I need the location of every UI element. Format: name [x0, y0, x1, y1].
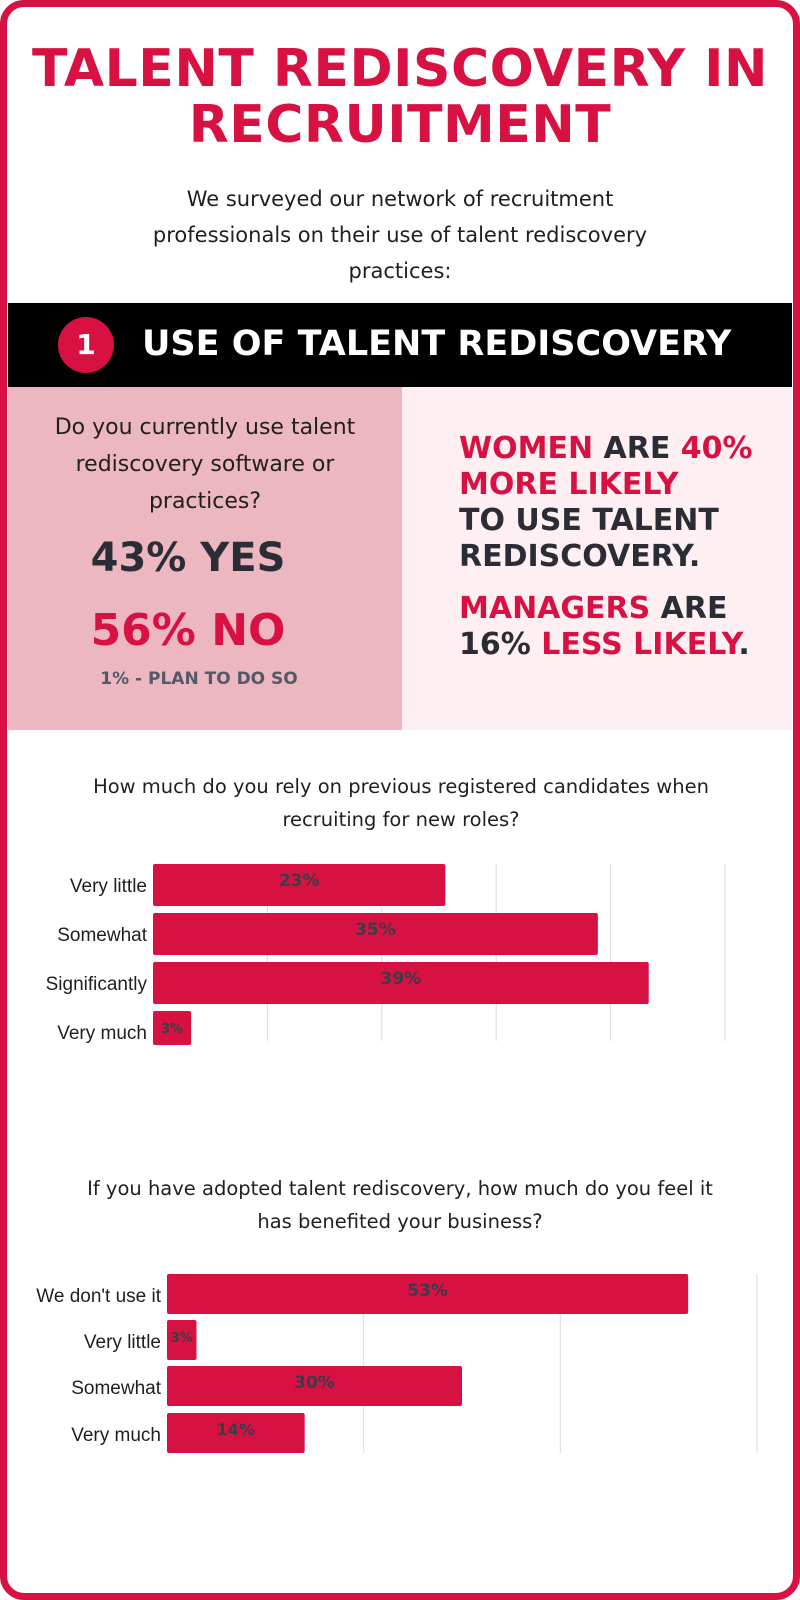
- chart-2-bar: [167, 1274, 689, 1314]
- title-line-2: RECRUITMENT: [188, 95, 612, 155]
- less-likely: LESS LIKELY: [541, 627, 739, 662]
- women-word: WOMEN: [459, 431, 594, 466]
- chart-2-category-label: We don't use it: [36, 1286, 161, 1307]
- chart-1-category-label: Significantly: [46, 974, 148, 995]
- usage-question: Do you currently use talent rediscovery …: [54, 415, 356, 514]
- are-word-2: ARE: [650, 591, 728, 626]
- usage-panel: Do you currently use talent rediscovery …: [8, 387, 402, 730]
- chart-2-value-label: 30%: [294, 1373, 335, 1393]
- chart-1-question: How much do you rely on previous registe…: [93, 775, 709, 831]
- chart-2-bar: [167, 1366, 462, 1406]
- are-word-1: ARE: [593, 431, 681, 466]
- chart-2-value-label: 53%: [407, 1281, 448, 1301]
- demographics-panel: WOMEN ARE 40% MORE LIKELY TO USE TALENT …: [402, 387, 792, 730]
- use-talent-rediscovery: TO USE TALENT REDISCOVERY.: [459, 503, 719, 574]
- chart-2-value-label: 3%: [171, 1331, 193, 1346]
- section-header: 1 USE OF TALENT REDISCOVERY: [8, 303, 792, 387]
- chart-2-category-label: Somewhat: [71, 1378, 161, 1399]
- managers-stat: MANAGERS ARE 16% LESS LIKELY.: [459, 591, 779, 663]
- chart-1-value-label: 35%: [355, 920, 396, 940]
- period: .: [738, 627, 750, 662]
- more-likely: MORE LIKELY: [459, 467, 679, 502]
- chart-1-value-label: 39%: [381, 969, 422, 989]
- chart-1-value-label: 3%: [161, 1022, 183, 1037]
- managers-word: MANAGERS: [459, 591, 651, 626]
- women-percent: 40%: [680, 431, 753, 466]
- chart-1-bar: [153, 962, 649, 1004]
- plan-stat: 1% - PLAN TO DO SO: [100, 669, 298, 689]
- chart-2-value-label: 14%: [217, 1420, 255, 1439]
- chart-1-category-label: Very much: [57, 1023, 147, 1044]
- chart-1-bar: [153, 864, 446, 906]
- section-title: USE OF TALENT REDISCOVERY: [142, 324, 732, 364]
- chart-1-bar: [153, 1011, 192, 1045]
- chart-2-question: If you have adopted talent rediscovery, …: [87, 1177, 713, 1233]
- title-line-1: TALENT REDISCOVERY IN: [31, 39, 768, 99]
- section-number-badge: 1: [58, 317, 114, 373]
- charts-canvas: 23% Very little 35% Somewhat 39% Significantl…: [36, 864, 758, 1453]
- chart-2-category-label: Very much: [71, 1425, 161, 1446]
- chart-1-bar: [153, 913, 598, 955]
- chart-1-category-label: Somewhat: [57, 925, 147, 946]
- chart-2-category-label: Very little: [84, 1332, 161, 1353]
- chart-1-value-label: 23%: [279, 871, 320, 891]
- page-title: TALENT REDISCOVERY IN RECRUITMENT: [7, 41, 793, 153]
- intro-text: We surveyed our network of recruitment p…: [152, 187, 648, 283]
- chart-2-bar: [167, 1320, 197, 1360]
- no-stat: 56% NO: [90, 605, 286, 656]
- women-stat: WOMEN ARE 40% MORE LIKELY TO USE TALENT …: [459, 431, 779, 575]
- managers-percent: 16%: [459, 627, 542, 662]
- chart-2-bar: [167, 1413, 305, 1453]
- chart-1-category-label: Very little: [70, 876, 147, 897]
- yes-stat: 43% YES: [90, 535, 286, 581]
